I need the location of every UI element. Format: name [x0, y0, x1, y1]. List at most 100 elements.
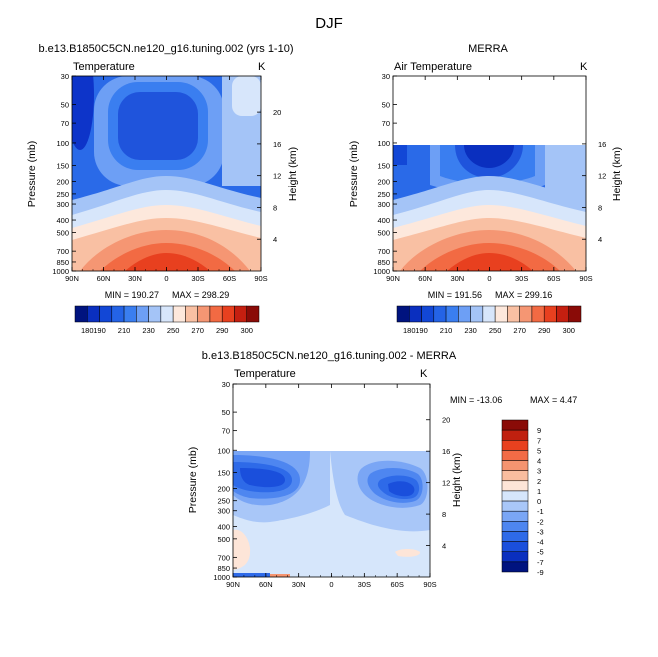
colorbar-swatch: [136, 305, 149, 323]
panel-b-level-arctic: [393, 145, 407, 165]
y-tick-label: 150: [56, 162, 69, 171]
colorbar-swatch: [221, 305, 235, 323]
colorbar-swatch: [482, 305, 496, 323]
colorbar-swatch: [501, 500, 529, 512]
panel-c-ylabel2: Height (km): [451, 453, 463, 507]
panel-model: b.e13.B1850C5CN.ne120_g16.tuning.002 (yr…: [26, 43, 299, 335]
y-tick-label: 400: [217, 523, 230, 532]
colorbar-label: -2: [537, 517, 544, 526]
panel-b-right-label: K: [580, 61, 588, 73]
colorbar-swatch: [501, 541, 529, 552]
y-tick-label: 50: [61, 100, 69, 109]
colorbar-swatch: [501, 490, 529, 502]
colorbar-swatch: [501, 419, 529, 431]
y-tick-label: 70: [222, 427, 230, 436]
colorbar-label: 230: [142, 326, 155, 335]
y-tick-label: 500: [56, 228, 69, 237]
y-tick-label: 700: [56, 247, 69, 256]
colorbar-swatch: [501, 460, 529, 471]
y-tick-label: 850: [377, 258, 390, 267]
panel-b-min: MIN = 191.56: [428, 290, 482, 300]
panel-b-max: MAX = 299.16: [495, 290, 552, 300]
panel-b-level-295: [447, 253, 533, 271]
colorbar-swatch: [543, 305, 557, 323]
colorbar-label: 300: [562, 326, 575, 335]
y2-tick-label: 4: [598, 235, 602, 244]
panel-b-field: [393, 145, 586, 271]
x-tick-label: 60S: [547, 274, 560, 283]
panel-c-field: [233, 451, 430, 577]
colorbar-swatch: [87, 305, 100, 323]
panel-c-level-plus1-north: [233, 529, 251, 570]
x-tick-label: 90S: [579, 274, 592, 283]
colorbar-swatch: [172, 305, 186, 323]
colorbar-swatch: [246, 305, 260, 323]
y-tick-label: 700: [217, 553, 230, 562]
y-tick-label: 30: [382, 72, 390, 81]
y-tick-label: 100: [56, 139, 69, 148]
x-tick-label: 60S: [390, 580, 403, 589]
x-tick-label: 30S: [515, 274, 528, 283]
x-tick-label: 90N: [386, 274, 400, 283]
x-tick-label: 60N: [97, 274, 111, 283]
y-tick-label: 250: [217, 497, 230, 506]
colorbar-swatch: [568, 305, 582, 323]
y-tick-label: 30: [61, 72, 69, 81]
y2-tick-label: 16: [442, 447, 450, 456]
colorbar-label: 270: [191, 326, 204, 335]
panel-c-title: b.e13.B1850C5CN.ne120_g16.tuning.002 - M…: [202, 350, 457, 362]
y-tick-label: 1000: [52, 267, 69, 276]
y2-tick-label: 4: [273, 235, 277, 244]
y-tick-label: 250: [56, 190, 69, 199]
panel-b-colorbar: 180 190 210 230 250 270 290 300: [396, 305, 582, 335]
panel-b-ylabel: Pressure (mb): [348, 141, 360, 208]
colorbar-swatch: [99, 305, 113, 323]
y2-tick-label: 16: [598, 140, 606, 149]
colorbar-swatch: [556, 305, 569, 323]
colorbar-label: 7: [537, 436, 541, 445]
figure-title: DJF: [315, 15, 343, 32]
panel-difference: b.e13.B1850C5CN.ne120_g16.tuning.002 - M…: [187, 350, 577, 589]
colorbar-swatch: [458, 305, 471, 323]
panel-c-level-surface-cold: [233, 573, 270, 577]
y-tick-label: 50: [382, 100, 390, 109]
panel-a-min: MIN = 190.27: [105, 290, 159, 300]
panel-b-ylabel2: Height (km): [611, 147, 623, 201]
y2-tick-label: 12: [598, 172, 606, 181]
colorbar-swatch: [501, 470, 529, 482]
colorbar-swatch: [234, 305, 247, 323]
x-tick-label: 30N: [128, 274, 142, 283]
x-tick-label: 60S: [223, 274, 236, 283]
y2-tick-label: 8: [442, 510, 446, 519]
colorbar-label: 250: [489, 326, 502, 335]
y-tick-label: 70: [382, 119, 390, 128]
panel-c-level-minus5-south: [388, 481, 415, 497]
y-tick-label: 1000: [213, 573, 230, 582]
panel-a-level-arctic-cold: [72, 76, 94, 150]
panel-c-level-minus5-north: [240, 468, 285, 488]
panel-c-min: MIN = -13.06: [450, 395, 502, 405]
colorbar-label: 180: [81, 326, 94, 335]
colorbar-label: 0: [537, 497, 541, 506]
colorbar-label: 1: [537, 487, 541, 496]
x-tick-label: 90S: [423, 580, 436, 589]
y-tick-label: 400: [377, 216, 390, 225]
y-tick-label: 300: [377, 200, 390, 209]
panel-a-max: MAX = 298.29: [172, 290, 229, 300]
y-tick-label: 150: [217, 469, 230, 478]
y2-tick-label: 20: [273, 108, 281, 117]
colorbar-swatch: [519, 305, 533, 323]
y2-tick-label: 20: [442, 416, 450, 425]
colorbar-swatch: [209, 305, 223, 323]
colorbar-label: 290: [538, 326, 551, 335]
colorbar-swatch: [396, 305, 410, 323]
colorbar-swatch: [185, 305, 198, 323]
colorbar-swatch: [409, 305, 422, 323]
colorbar-swatch: [501, 531, 529, 542]
y-tick-label: 100: [377, 139, 390, 148]
panel-c-level-zero-south: [250, 551, 430, 577]
colorbar-label: 210: [440, 326, 453, 335]
x-tick-label: 30S: [358, 580, 371, 589]
panel-c-level-plus1-south: [395, 549, 421, 557]
